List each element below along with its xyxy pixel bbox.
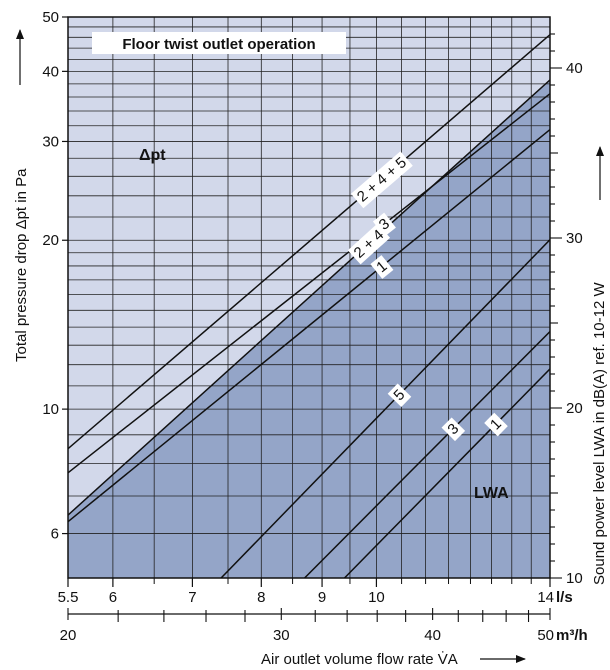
sound-curve-label-bg xyxy=(441,417,466,442)
ls-axis: 5.5 6 7 8 9 10 14 l/s xyxy=(58,578,573,606)
left-tick-label: 30 xyxy=(42,133,59,150)
left-tick-label: 6 xyxy=(51,526,59,543)
sound-curve-line xyxy=(304,330,550,578)
left-tick-label: 10 xyxy=(42,401,59,418)
x-title: Air outlet volume flow rate V̇A xyxy=(261,651,458,668)
m3h-tick-label: 50 xyxy=(537,627,554,644)
left-tick-label: 40 xyxy=(42,63,59,80)
pressure-curve-line xyxy=(68,34,550,450)
y-right-title: Sound power level LWA in dB(A) ref. 10-1… xyxy=(591,282,608,585)
pressure-curve-label-bg xyxy=(350,151,413,209)
right-tick-label: 20 xyxy=(566,400,583,417)
pressure-symbol-label: Δpt xyxy=(139,147,166,164)
left-tick-label: 50 xyxy=(42,9,59,26)
ls-tick-label: 8 xyxy=(257,589,265,606)
m3h-axis: 20 30 40 50 m³/h xyxy=(60,608,588,644)
ls-tick-label: 10 xyxy=(368,589,385,606)
ls-tick-label: 14 xyxy=(537,589,554,606)
plot-frame xyxy=(67,16,551,579)
left-tick-label: 20 xyxy=(42,232,59,249)
m3h-tick-label: 20 xyxy=(60,627,77,644)
sound-curve-label-bg xyxy=(484,412,508,437)
pressure-symbol: Δpt xyxy=(139,147,166,164)
left-axis-ticks: 6 10 20 30 40 50 xyxy=(42,9,68,543)
sound-curve-line xyxy=(68,79,550,516)
vertical-grid xyxy=(112,17,532,578)
pressure-curve-label-bg xyxy=(372,212,396,237)
right-tick-label: 30 xyxy=(566,230,583,247)
sound-symbol-label: LWA xyxy=(474,485,509,502)
sound-curve-label-bg xyxy=(387,383,412,407)
sound-curve-line xyxy=(220,239,550,578)
ls-tick-label: 5.5 xyxy=(58,589,79,606)
right-axis-ticks: 10 20 30 40 xyxy=(550,33,583,587)
sound-curve-label-bg xyxy=(347,223,391,265)
sound-curve-line xyxy=(343,368,550,578)
right-tick-label: 10 xyxy=(566,570,583,587)
right-tick-label: 40 xyxy=(566,60,583,77)
sound-curve-label: 1 xyxy=(484,412,508,437)
ls-tick-label: 6 xyxy=(109,589,117,606)
pressure-region xyxy=(68,17,550,522)
pressure-curve-line xyxy=(68,128,550,523)
pressure-curve-label: 1 xyxy=(370,255,394,279)
ls-tick-label: 7 xyxy=(188,589,196,606)
ls-unit-label: l/s xyxy=(556,589,573,606)
curves xyxy=(68,34,550,578)
ls-tick-label: 9 xyxy=(318,589,326,606)
m3h-tick-label: 40 xyxy=(424,627,441,644)
title-box: Floor twist outlet operation xyxy=(92,32,346,54)
plot-area xyxy=(67,16,551,579)
chart-title: Floor twist outlet operation xyxy=(122,36,315,53)
sound-symbol: LWA xyxy=(474,485,509,502)
sound-curve-label: 3 xyxy=(441,417,466,442)
m3h-tick-label: 30 xyxy=(273,627,290,644)
pressure-curve-label-bg xyxy=(370,255,394,279)
m3h-unit-label: m³/h xyxy=(556,627,588,644)
y-left-title: Total pressure drop Δpt in Pa xyxy=(13,168,30,362)
pressure-curve-line xyxy=(68,93,550,474)
sound-curve-label: 5 xyxy=(387,383,412,407)
